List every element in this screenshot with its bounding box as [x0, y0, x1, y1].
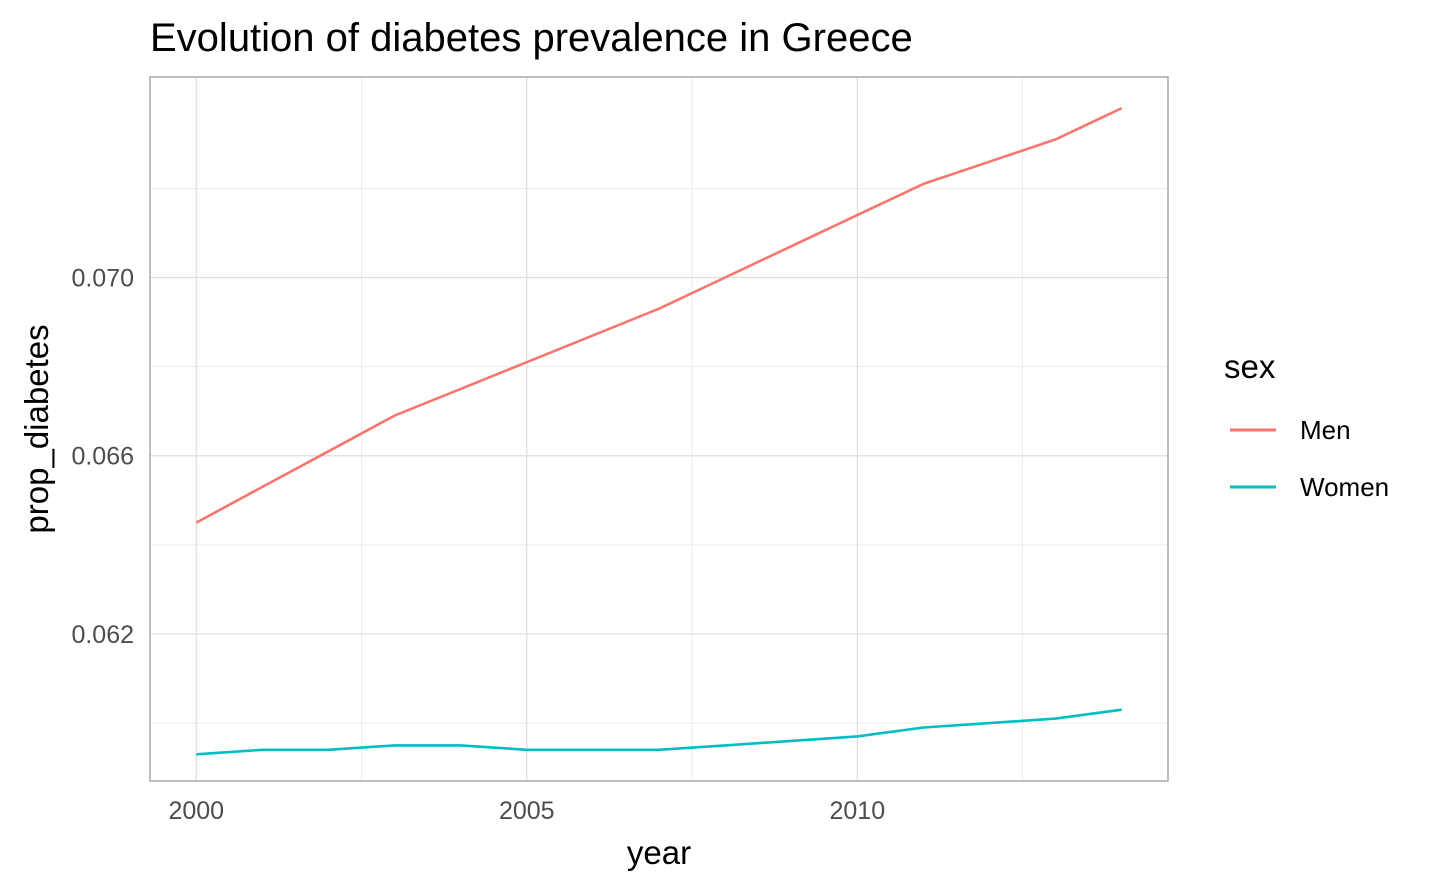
x-tick-label: 2010	[829, 797, 885, 825]
y-axis-title: prop_diabetes	[18, 324, 55, 533]
legend-label-men: Men	[1300, 415, 1351, 445]
legend: sex Men Women	[1224, 348, 1389, 502]
x-axis-ticks: 2000 2005 2010	[168, 797, 885, 825]
y-tick-label: 0.062	[71, 621, 134, 649]
y-tick-label: 0.070	[71, 265, 134, 293]
y-axis-ticks: 0.062 0.066 0.070	[71, 265, 134, 649]
x-axis-title: year	[627, 834, 691, 871]
series-lines	[195, 107, 1123, 756]
major-gridlines	[150, 77, 1168, 781]
x-tick-label: 2005	[499, 797, 555, 825]
minor-gridlines	[150, 77, 1168, 781]
plot-panel-border	[149, 76, 1169, 782]
legend-title: sex	[1224, 348, 1276, 385]
series-line-women	[196, 708, 1122, 756]
series-line-men	[195, 107, 1123, 524]
x-tick-label: 2000	[168, 797, 224, 825]
legend-label-women: Women	[1300, 472, 1389, 502]
chart-title: Evolution of diabetes prevalence in Gree…	[150, 16, 913, 60]
y-tick-label: 0.066	[71, 443, 134, 471]
